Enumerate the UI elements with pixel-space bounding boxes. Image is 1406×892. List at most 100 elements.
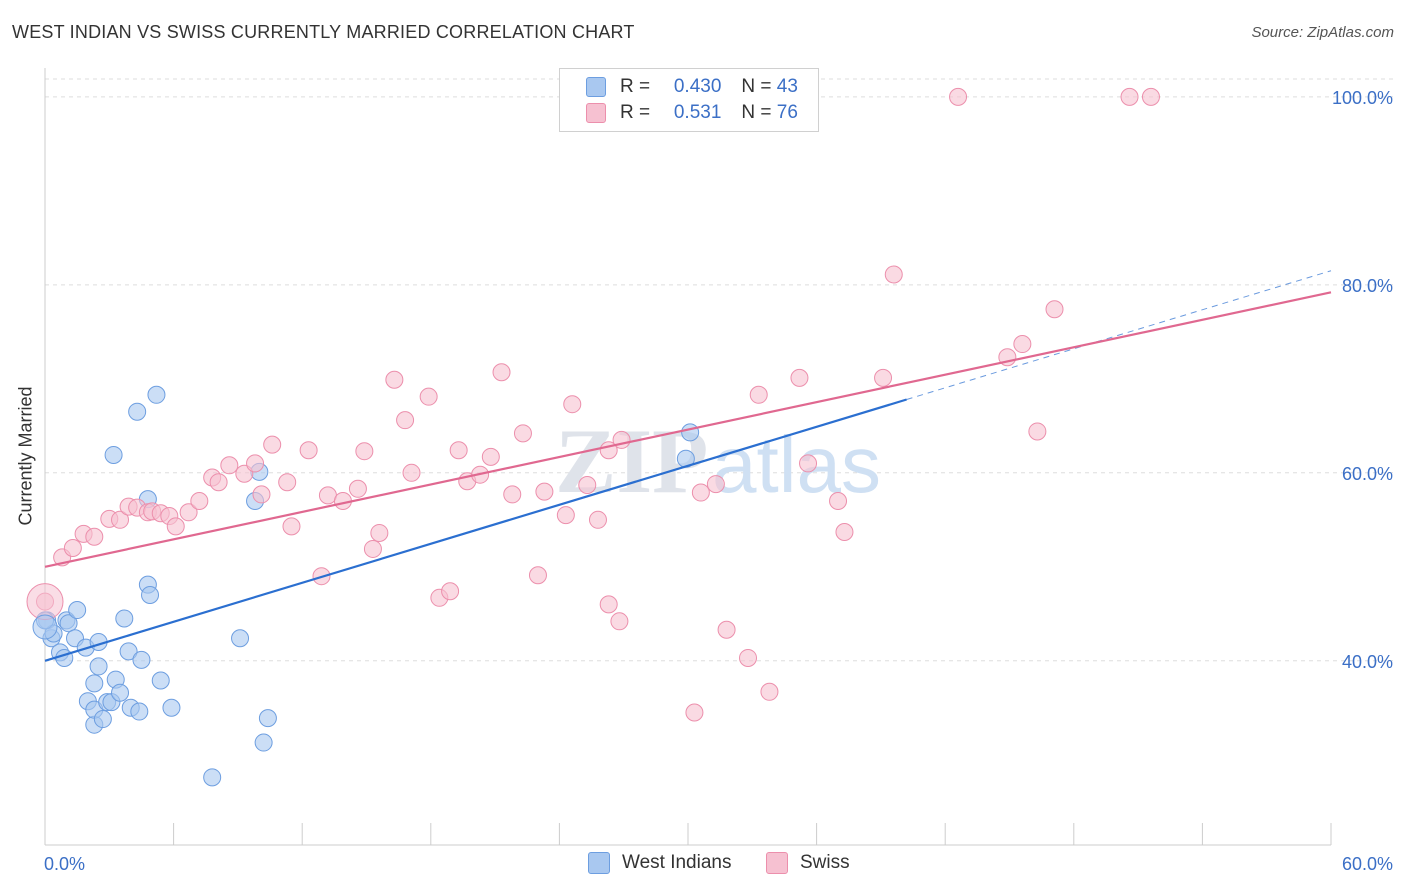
west-indians-trendline-extension (906, 270, 1332, 400)
swiss-point (166, 517, 185, 536)
swiss-point (246, 454, 265, 473)
swiss-point (1141, 87, 1160, 106)
axes (44, 68, 1332, 846)
y-tick-label: 100.0% (1332, 88, 1393, 108)
swiss-point (1120, 87, 1139, 106)
n-label: N = (741, 102, 772, 123)
west-indians-point (111, 683, 130, 702)
chart-title: WEST INDIAN VS SWISS CURRENTLY MARRIED C… (12, 22, 635, 42)
swiss-point (556, 506, 575, 525)
swiss-point (209, 473, 228, 492)
west-indians-swatch (588, 852, 610, 874)
swiss-point (563, 395, 582, 414)
swiss-point (370, 523, 389, 542)
swiss-point (190, 492, 209, 511)
swiss-point (739, 648, 758, 667)
data-points (26, 87, 1160, 787)
tick-labels: 40.0% 60.0% 80.0% 100.0% 0.0% 60.0% (44, 88, 1393, 874)
swiss-point (829, 492, 848, 511)
west-indians-point (151, 671, 170, 690)
legend-row-swiss: R = 0.531 N = 76 (586, 100, 798, 126)
x-tick-label: 60.0% (1342, 854, 1393, 874)
watermark: ZIP atlas (555, 410, 881, 512)
swiss-point (263, 435, 282, 454)
swiss-point (691, 483, 710, 502)
swiss-point (481, 447, 500, 466)
swiss-point (348, 479, 367, 498)
n-value: 76 (776, 102, 798, 123)
west-indians-point (132, 650, 151, 669)
n-value: 43 (776, 76, 798, 97)
swiss-point (503, 485, 522, 504)
y-tick-label: 60.0% (1342, 464, 1393, 484)
legend-row-west-indians: R = 0.430 N = 43 (586, 74, 798, 100)
west-indians-point (681, 423, 700, 442)
swiss-point (299, 441, 318, 460)
west-indians-point (32, 614, 58, 640)
swiss-point (441, 582, 460, 601)
r-label: R = (620, 102, 651, 123)
west-indians-point (104, 445, 123, 464)
swiss-point (363, 539, 382, 558)
west-indians-point (115, 609, 134, 628)
west-indians-point (128, 402, 147, 421)
swiss-point (949, 87, 968, 106)
swiss-point (884, 265, 903, 284)
west-indians-point (203, 768, 222, 787)
west-indians-point (89, 657, 108, 676)
chart-source: Source: ZipAtlas.com (1251, 24, 1394, 41)
swiss-point (717, 620, 736, 639)
y-axis-label: Currently Married (15, 386, 36, 526)
grid-lines (45, 78, 1393, 662)
swiss-point (528, 566, 547, 585)
swiss-point (318, 486, 337, 505)
swiss-point (449, 441, 468, 460)
legend-item-swiss: Swiss (766, 852, 850, 874)
west-indians-point (231, 629, 250, 648)
r-value: 0.531 (673, 102, 722, 123)
swiss-point (760, 682, 779, 701)
west-indians-point (147, 385, 166, 404)
swiss-point (1028, 422, 1047, 441)
west-indians-point (85, 674, 104, 693)
swiss-point (385, 370, 404, 389)
west-indians-point (119, 642, 138, 661)
r-label: R = (620, 76, 651, 97)
legend-label: Swiss (800, 852, 850, 873)
swiss-point (85, 527, 104, 546)
swiss-swatch (586, 103, 606, 123)
swiss-point (799, 454, 818, 473)
west-indians-point (254, 733, 273, 752)
swiss-point (513, 424, 532, 443)
swiss-point (278, 473, 297, 492)
west-indians-point (68, 601, 87, 620)
swiss-point (63, 538, 82, 557)
series-legend: West Indians Swiss (0, 852, 1406, 878)
swiss-point (588, 510, 607, 529)
swiss-point (749, 385, 768, 404)
swiss-point (220, 456, 239, 475)
swiss-point (26, 583, 64, 621)
trend-lines (44, 270, 1332, 662)
x-tick-label: 0.0% (44, 854, 85, 874)
swiss-point (419, 387, 438, 406)
swiss-point (578, 476, 597, 495)
swiss-point (790, 368, 809, 387)
swiss-point (835, 523, 854, 542)
swiss-point (402, 463, 421, 482)
west-indians-point (141, 585, 160, 604)
swiss-point (252, 485, 271, 504)
west-indians-swatch (586, 77, 606, 97)
y-tick-label: 40.0% (1342, 652, 1393, 672)
y-tick-label: 80.0% (1342, 276, 1393, 296)
swiss-point (492, 363, 511, 382)
swiss-point (1045, 300, 1064, 319)
swiss-point (355, 442, 374, 461)
swiss-point (599, 595, 618, 614)
west-indians-point (130, 702, 149, 721)
swiss-point (396, 411, 415, 430)
swiss-point (179, 503, 198, 522)
west-indians-trendline (44, 398, 907, 662)
legend-label: West Indians (622, 852, 732, 873)
